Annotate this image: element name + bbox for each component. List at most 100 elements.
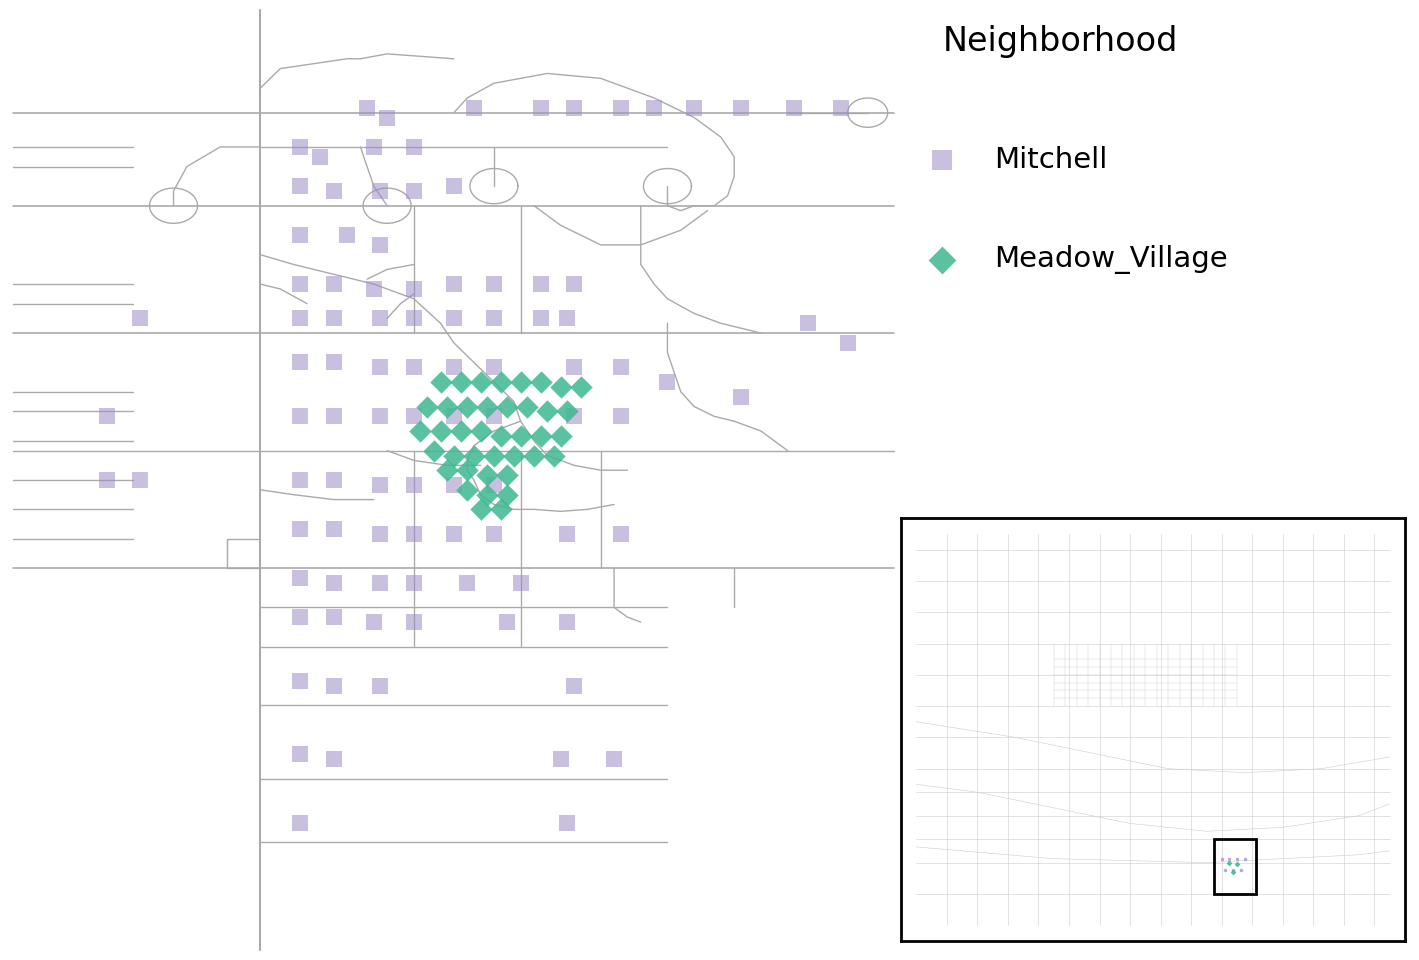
Point (1222, 863, 1244, 878)
Point (482, 311, 505, 326)
Point (536, 404, 559, 420)
Point (729, 100, 752, 115)
Point (322, 678, 345, 693)
Point (336, 228, 359, 243)
Point (322, 752, 345, 767)
Point (369, 237, 392, 252)
Point (490, 502, 512, 517)
Point (482, 360, 505, 375)
Point (549, 379, 572, 395)
Point (509, 374, 532, 390)
Point (1210, 851, 1233, 866)
Point (609, 100, 631, 115)
Point (603, 752, 626, 767)
Point (482, 276, 505, 292)
Point (1218, 855, 1240, 871)
Point (475, 487, 498, 502)
Point (556, 526, 579, 541)
Point (1226, 856, 1249, 872)
Point (542, 447, 565, 463)
Point (443, 360, 465, 375)
Point (656, 374, 678, 390)
Point (563, 100, 586, 115)
Point (683, 100, 705, 115)
Point (322, 472, 345, 488)
Point (463, 100, 485, 115)
Point (490, 428, 512, 444)
Point (556, 311, 579, 326)
Point (129, 311, 152, 326)
Point (556, 614, 579, 630)
Point (403, 183, 426, 199)
Point (289, 610, 312, 625)
Point (443, 477, 465, 492)
Point (563, 409, 586, 424)
Point (369, 477, 392, 492)
Point (556, 815, 579, 830)
Point (403, 575, 426, 590)
Point (495, 398, 518, 414)
Point (309, 149, 332, 164)
Point (409, 423, 431, 439)
Point (783, 100, 806, 115)
Point (129, 472, 152, 488)
Point (369, 183, 392, 199)
Point (436, 463, 458, 478)
Point (403, 139, 426, 155)
Point (362, 614, 385, 630)
Point (322, 355, 345, 371)
Point (95, 472, 118, 488)
Point (369, 526, 392, 541)
Point (563, 360, 586, 375)
Point (423, 443, 446, 458)
Point (495, 487, 518, 502)
Point (289, 276, 312, 292)
Point (836, 335, 858, 350)
Point (416, 398, 438, 414)
Point (443, 447, 465, 463)
Point (356, 100, 379, 115)
Point (289, 409, 312, 424)
Point (362, 281, 385, 297)
Point (475, 398, 498, 414)
Point (369, 311, 392, 326)
Point (403, 526, 426, 541)
Point (482, 526, 505, 541)
Point (403, 614, 426, 630)
Point (403, 360, 426, 375)
Point (529, 311, 552, 326)
Point (322, 409, 345, 424)
Point (455, 575, 478, 590)
Point (289, 747, 312, 762)
Point (455, 398, 478, 414)
Point (1233, 851, 1256, 866)
Point (569, 379, 592, 395)
Point (529, 374, 552, 390)
Point (443, 311, 465, 326)
Point (443, 276, 465, 292)
Point (403, 281, 426, 297)
Point (369, 409, 392, 424)
Point (482, 447, 505, 463)
Point (490, 374, 512, 390)
Point (289, 179, 312, 194)
Point (509, 428, 532, 444)
Point (403, 409, 426, 424)
Point (289, 228, 312, 243)
Point (549, 428, 572, 444)
Point (470, 502, 492, 517)
Point (482, 477, 505, 492)
Bar (1215, 839, 1256, 894)
Point (475, 468, 498, 483)
Point (470, 374, 492, 390)
Point (443, 409, 465, 424)
Point (403, 477, 426, 492)
Point (429, 423, 451, 439)
Point (643, 100, 666, 115)
Point (495, 614, 518, 630)
Point (369, 360, 392, 375)
Point (522, 447, 545, 463)
Point (609, 360, 631, 375)
Point (495, 468, 518, 483)
Point (609, 526, 631, 541)
